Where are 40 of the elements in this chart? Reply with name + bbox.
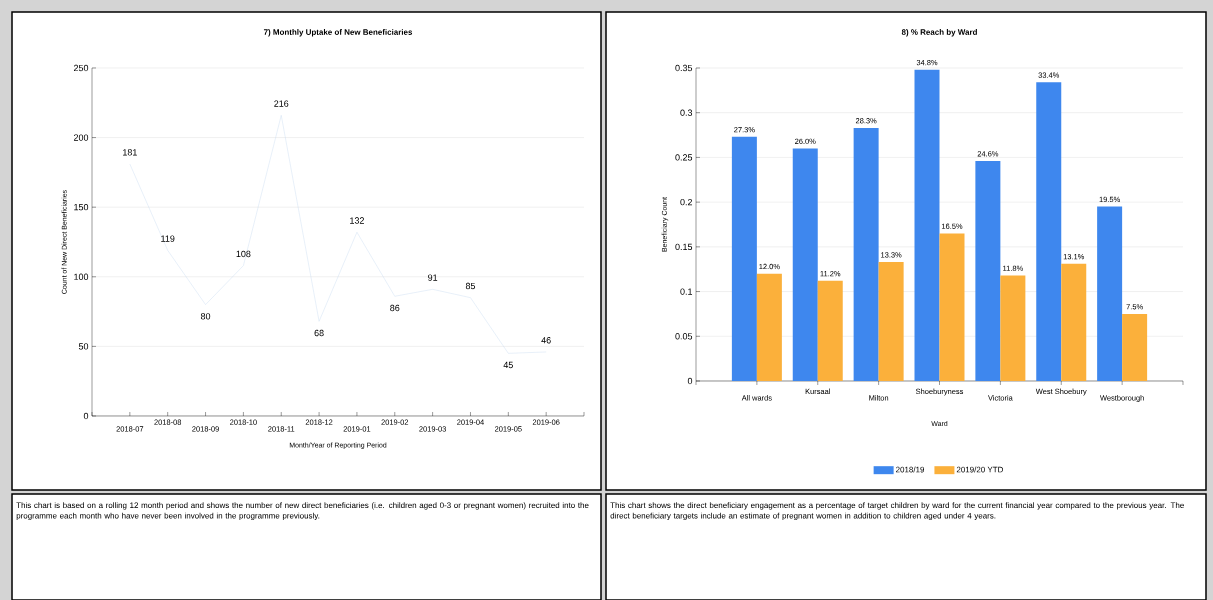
y-tick-label: 50 [78, 343, 89, 350]
bar [1000, 275, 1026, 381]
bar [1122, 313, 1148, 381]
data-label: 132 [350, 217, 364, 224]
y-tick-label: 0.25 [675, 154, 693, 161]
y-tick-label: 200 [73, 134, 89, 141]
y-tick-label: 0.35 [675, 64, 693, 72]
y-tick-label: 0.05 [675, 333, 693, 340]
data-label: 216 [274, 100, 289, 107]
bar [1097, 206, 1123, 381]
y-tick-label: 0.1 [680, 288, 693, 295]
data-label: 45 [503, 361, 513, 369]
bar [1061, 263, 1087, 381]
bar [853, 127, 879, 381]
y-tick-label: 250 [73, 64, 89, 72]
y-tick-label: 150 [74, 204, 89, 211]
y-tick-label: 0.15 [675, 243, 693, 251]
bar [975, 160, 1001, 381]
data-label: 91 [428, 274, 438, 281]
bar [756, 273, 782, 381]
data-label: 86 [390, 304, 400, 312]
bar [817, 280, 843, 381]
data-label: 46 [541, 337, 551, 344]
data-label: 80 [200, 313, 211, 320]
bar [939, 233, 965, 381]
bar [731, 136, 757, 381]
data-label: 119 [161, 235, 175, 242]
bar [792, 148, 818, 381]
data-label: 85 [465, 282, 476, 290]
bar [1036, 82, 1062, 381]
data-label: 108 [236, 250, 251, 258]
bar [914, 69, 940, 381]
y-tick-label: 100 [74, 273, 89, 280]
data-label: 68 [314, 329, 324, 337]
bar [878, 262, 904, 381]
y-tick-label: 0 [83, 412, 89, 420]
y-tick-label: 0 [687, 377, 693, 385]
data-label: 181 [123, 149, 137, 156]
y-tick-label: 0.3 [680, 109, 693, 116]
y-tick-label: 0.2 [680, 198, 693, 206]
